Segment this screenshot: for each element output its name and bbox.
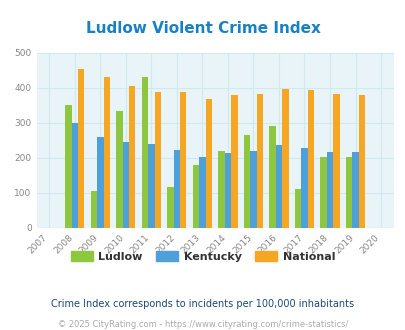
Bar bbox=[249, 151, 256, 228]
Bar bbox=[78, 69, 84, 228]
Bar bbox=[224, 153, 230, 228]
Text: Ludlow Violent Crime Index: Ludlow Violent Crime Index bbox=[85, 20, 320, 36]
Bar bbox=[141, 77, 148, 228]
Bar bbox=[281, 89, 288, 228]
Bar bbox=[65, 105, 71, 228]
Bar bbox=[218, 151, 224, 228]
Bar bbox=[205, 99, 211, 228]
Bar bbox=[192, 165, 199, 228]
Legend: Ludlow, Kentucky, National: Ludlow, Kentucky, National bbox=[66, 247, 339, 267]
Bar bbox=[167, 187, 173, 228]
Bar bbox=[91, 191, 97, 228]
Text: Crime Index corresponds to incidents per 100,000 inhabitants: Crime Index corresponds to incidents per… bbox=[51, 299, 354, 309]
Bar bbox=[230, 95, 237, 228]
Bar bbox=[345, 157, 352, 228]
Bar bbox=[180, 92, 186, 228]
Bar bbox=[122, 142, 129, 228]
Bar bbox=[294, 188, 301, 228]
Bar bbox=[154, 92, 160, 228]
Bar bbox=[333, 94, 339, 228]
Bar bbox=[320, 157, 326, 228]
Text: © 2025 CityRating.com - https://www.cityrating.com/crime-statistics/: © 2025 CityRating.com - https://www.city… bbox=[58, 319, 347, 329]
Bar bbox=[97, 137, 103, 228]
Bar bbox=[243, 135, 249, 228]
Bar bbox=[199, 157, 205, 228]
Bar bbox=[352, 152, 358, 228]
Bar bbox=[173, 150, 180, 228]
Bar bbox=[275, 146, 281, 228]
Bar bbox=[307, 90, 313, 228]
Bar bbox=[326, 152, 333, 228]
Bar bbox=[148, 144, 154, 228]
Bar bbox=[71, 123, 78, 228]
Bar bbox=[358, 95, 364, 228]
Bar bbox=[301, 148, 307, 228]
Bar bbox=[129, 86, 135, 228]
Bar bbox=[269, 126, 275, 228]
Bar bbox=[103, 77, 110, 228]
Bar bbox=[116, 111, 122, 228]
Bar bbox=[256, 94, 262, 228]
